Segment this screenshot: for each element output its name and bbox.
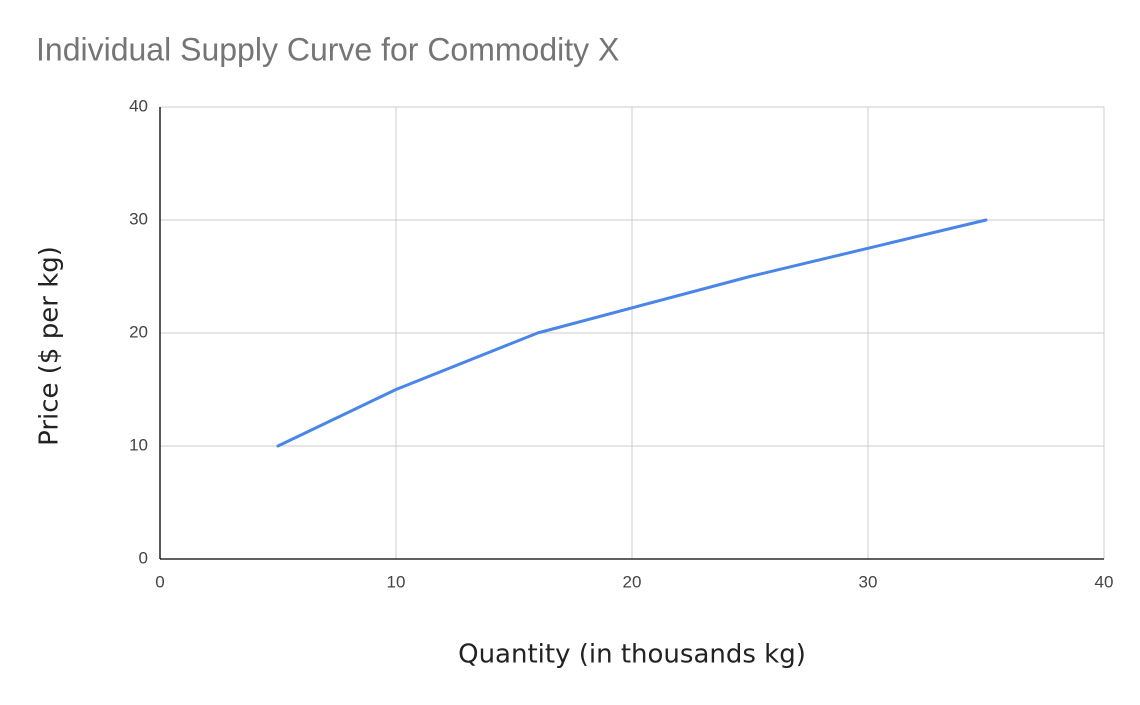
y-tick-label: 10 [129, 435, 148, 454]
x-tick-label: 30 [859, 572, 878, 591]
chart-title: Individual Supply Curve for Commodity X [36, 31, 619, 67]
y-tick-label: 40 [129, 96, 148, 115]
y-axis-label: Price ($ per kg) [35, 246, 65, 446]
y-tick-label: 30 [129, 209, 148, 228]
line-series [276, 218, 988, 448]
x-tick-label: 40 [1095, 572, 1114, 591]
y-tick-label: 20 [129, 322, 148, 341]
x-axis-label: Quantity (in thousands kg) [458, 640, 806, 670]
x-tick-label: 0 [155, 572, 164, 591]
x-tick-label: 20 [623, 572, 642, 591]
x-tick-label: 10 [387, 572, 406, 591]
y-tick-label: 0 [139, 548, 148, 567]
